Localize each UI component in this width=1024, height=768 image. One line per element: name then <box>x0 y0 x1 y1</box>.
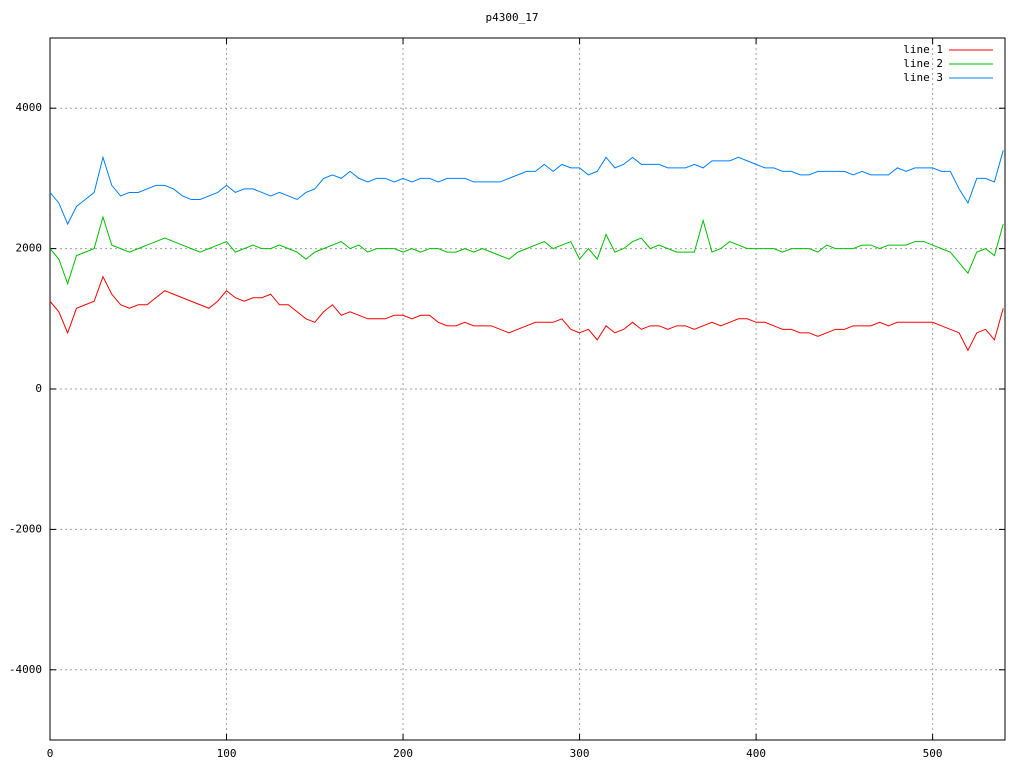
y-tick-label: -4000 <box>9 663 42 676</box>
data-line <box>49 275 1004 352</box>
y-tick-label: 0 <box>35 382 42 395</box>
x-tick-label: 100 <box>217 747 237 760</box>
x-tick-label: 200 <box>393 747 413 760</box>
data-line <box>49 215 1004 286</box>
legend-label: line 1 <box>903 43 943 56</box>
plot-border <box>49 37 1006 741</box>
legend-label: line 2 <box>903 57 943 70</box>
legend-label: line 3 <box>903 71 943 84</box>
x-tick-label: 500 <box>923 747 943 760</box>
x-tick-label: 400 <box>746 747 766 760</box>
y-tick-label: -2000 <box>9 522 42 535</box>
data-line <box>49 150 1004 226</box>
x-tick-label: 0 <box>47 747 54 760</box>
y-tick-label: 4000 <box>16 101 43 114</box>
y-tick-label: 2000 <box>16 242 43 255</box>
x-tick-label: 300 <box>570 747 590 760</box>
chart-title: p4300_17 <box>486 11 539 24</box>
